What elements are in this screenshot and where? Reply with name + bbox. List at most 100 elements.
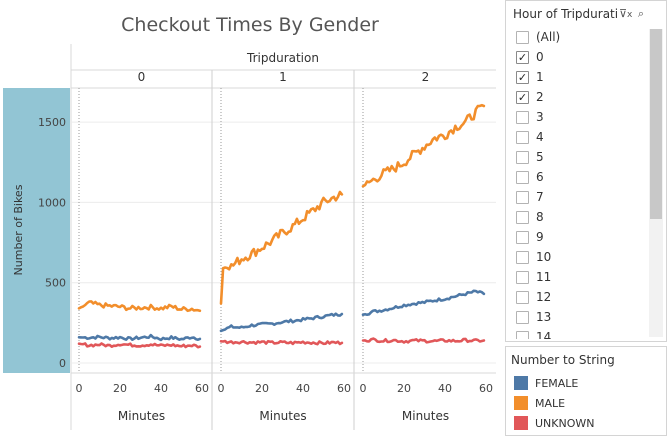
x-tick-label: 40 <box>154 382 168 395</box>
filter-item-label: 4 <box>536 130 544 144</box>
filter-item[interactable]: 8 <box>516 207 644 227</box>
series-line-unknown-panel-1 <box>219 339 344 346</box>
legend-swatch <box>514 376 528 390</box>
checkbox-unchecked[interactable] <box>516 150 529 164</box>
legend-swatch <box>514 416 528 430</box>
checkbox-unchecked[interactable] <box>516 250 529 264</box>
x-tick-label: 40 <box>438 382 452 395</box>
legend-item[interactable]: MALE <box>514 393 595 413</box>
legend-items: FEMALE MALE UNKNOWN <box>514 373 595 433</box>
filter-title: Hour of Tripduration <box>513 7 617 21</box>
filter-list: (All) ✓ 0 ✓ 1 ✓ 2 3 4 5 6 7 8 9 10 11 12 13 14 <box>516 27 644 339</box>
column-header: Tripduration <box>246 51 319 65</box>
checkbox-checked[interactable]: ✓ <box>516 90 529 104</box>
checkbox-unchecked[interactable] <box>516 270 529 284</box>
legend-item[interactable]: FEMALE <box>514 373 595 393</box>
filter-item-label: 2 <box>536 90 544 104</box>
legend-item-label: MALE <box>535 396 566 410</box>
filter-item-label: 11 <box>536 270 552 284</box>
x-tick-label: 60 <box>337 382 351 395</box>
x-tick-label: 20 <box>113 382 127 395</box>
y-tick-label: 1000 <box>38 196 66 209</box>
filter-item-label: 7 <box>536 190 544 204</box>
filter-item[interactable]: ✓ 0 <box>516 47 644 67</box>
x-axis-label: Minutes <box>259 409 306 423</box>
checkbox-unchecked[interactable] <box>516 310 529 324</box>
checkbox-unchecked[interactable] <box>516 170 529 184</box>
filter-tools: ⊽x ⌕ <box>619 7 644 21</box>
x-tick-label: 60 <box>479 382 493 395</box>
filter-item-label: (All) <box>536 30 561 44</box>
x-tick-label: 40 <box>296 382 310 395</box>
clear-filter-icon[interactable]: ⊽ <box>618 7 627 20</box>
x-axis-label: Minutes <box>402 409 449 423</box>
x-tick-label: 20 <box>255 382 269 395</box>
series-line-female-panel-1 <box>219 312 344 333</box>
filter-item-label: 0 <box>536 50 544 64</box>
legend-item[interactable]: UNKNOWN <box>514 413 595 433</box>
legend-item-label: FEMALE <box>535 376 579 390</box>
series-line-female-panel-2 <box>361 289 486 317</box>
filter-item-label: 3 <box>536 110 544 124</box>
series-line-unknown-panel-2 <box>361 337 486 344</box>
filter-item[interactable]: 5 <box>516 147 644 167</box>
filter-item[interactable]: 3 <box>516 107 644 127</box>
filter-item[interactable]: 12 <box>516 287 644 307</box>
filter-item[interactable]: 7 <box>516 187 644 207</box>
filter-item[interactable]: 10 <box>516 247 644 267</box>
x-tick-label: 0 <box>360 382 367 395</box>
checkbox-unchecked[interactable] <box>516 110 529 124</box>
panel-header-label: 2 <box>422 70 430 84</box>
panel-header-label: 0 <box>138 70 146 84</box>
legend-title: Number to String <box>511 353 615 367</box>
clear-filter-x-icon[interactable]: x <box>627 10 633 20</box>
chart: Checkout Times By Gender Tripduration Nu… <box>3 14 496 430</box>
filter-item-label: 12 <box>536 290 552 304</box>
filter-item-label: 1 <box>536 70 544 84</box>
filter-item-label: 9 <box>536 230 544 244</box>
series-line-male-panel-1 <box>219 190 344 305</box>
y-axis-label: Number of Bikes <box>12 184 25 275</box>
filter-item[interactable]: ✓ 2 <box>516 87 644 107</box>
y-tick-label: 500 <box>45 277 66 290</box>
filter-item-label: 14 <box>536 330 552 339</box>
x-tick-label: 20 <box>397 382 411 395</box>
checkbox-checked[interactable]: ✓ <box>516 50 529 64</box>
legend-item-label: UNKNOWN <box>535 416 595 430</box>
filter-item[interactable]: (All) <box>516 27 644 47</box>
checkbox-unchecked[interactable] <box>516 290 529 304</box>
filter-item-label: 8 <box>536 210 544 224</box>
y-tick-label: 1500 <box>38 116 66 129</box>
filter-item[interactable]: 4 <box>516 127 644 147</box>
panel-header-label: 1 <box>279 70 287 84</box>
filter-panel: Hour of Tripduration ⊽x ⌕ (All)✓0✓1✓2345… <box>505 0 667 342</box>
x-tick-label: 60 <box>195 382 209 395</box>
checkbox-unchecked[interactable] <box>516 330 529 339</box>
checkbox-checked[interactable]: ✓ <box>516 70 529 84</box>
checkbox-unchecked[interactable] <box>516 230 529 244</box>
checkbox-unchecked[interactable] <box>516 30 529 44</box>
filter-item-label: 6 <box>536 170 544 184</box>
y-tick-label: 0 <box>59 357 66 370</box>
legend-swatch <box>514 396 528 410</box>
checkbox-unchecked[interactable] <box>516 130 529 144</box>
filter-scrollbar[interactable] <box>649 29 663 337</box>
filter-item[interactable]: 6 <box>516 167 644 187</box>
series-line-unknown-panel-0 <box>77 342 202 349</box>
filter-item[interactable]: 13 <box>516 307 644 327</box>
filter-scroll-thumb[interactable] <box>650 29 662 219</box>
filter-item[interactable]: 14 <box>516 327 644 339</box>
filter-item[interactable]: 9 <box>516 227 644 247</box>
checkbox-unchecked[interactable] <box>516 190 529 204</box>
chart-title: Checkout Times By Gender <box>121 14 379 36</box>
y-axis-band <box>3 88 70 373</box>
filter-item-label: 5 <box>536 150 544 164</box>
checkbox-unchecked[interactable] <box>516 210 529 224</box>
filter-item[interactable]: 11 <box>516 267 644 287</box>
x-tick-label: 0 <box>218 382 225 395</box>
search-icon[interactable]: ⌕ <box>637 7 644 20</box>
filter-item-label: 13 <box>536 310 552 324</box>
filter-item[interactable]: ✓ 1 <box>516 67 644 87</box>
filter-item-label: 10 <box>536 250 552 264</box>
x-axis-label: Minutes <box>118 409 165 423</box>
